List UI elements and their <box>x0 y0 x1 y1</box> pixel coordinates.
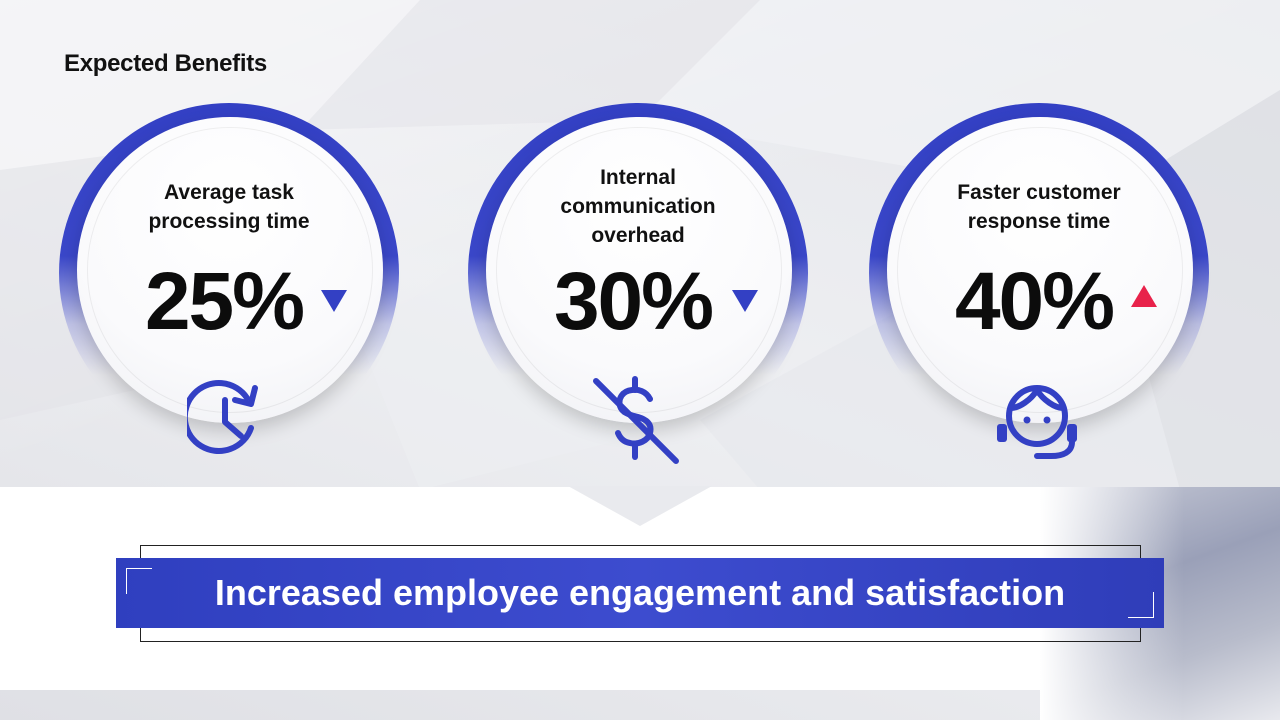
card-disc <box>77 117 383 423</box>
page-title: Expected Benefits <box>64 50 267 77</box>
card-value: 40% <box>954 256 1115 347</box>
trend-down-icon <box>321 290 347 312</box>
card-value: 25% <box>144 256 305 347</box>
headset-agent-icon <box>997 385 1077 459</box>
card-value: 30% <box>553 256 714 347</box>
card-disc <box>887 117 1193 423</box>
clock-refresh-icon <box>187 380 258 455</box>
band-notch <box>568 486 712 526</box>
card-label: Average task processing time <box>148 181 310 233</box>
trend-up-icon <box>1131 285 1157 307</box>
banner-corner-top-left <box>126 568 152 594</box>
card-label: Internal communication overhead <box>560 166 716 247</box>
banner-text: Increased employee engagement and satisf… <box>214 572 1066 613</box>
trend-down-icon <box>732 290 758 312</box>
card-label: Faster customer response time <box>957 181 1121 233</box>
summary-banner: Increased employee engagement and satisf… <box>116 558 1164 628</box>
benefit-card-customer-response: Faster customer response time 40% <box>869 103 1209 459</box>
benefit-card-communication: Internal communication overhead 30% <box>468 103 808 464</box>
card-disc <box>486 117 792 423</box>
banner-corner-bottom-right <box>1128 592 1154 618</box>
benefit-card-task-time: Average task processing time 25% <box>59 103 399 455</box>
no-dollar-icon <box>593 376 679 464</box>
